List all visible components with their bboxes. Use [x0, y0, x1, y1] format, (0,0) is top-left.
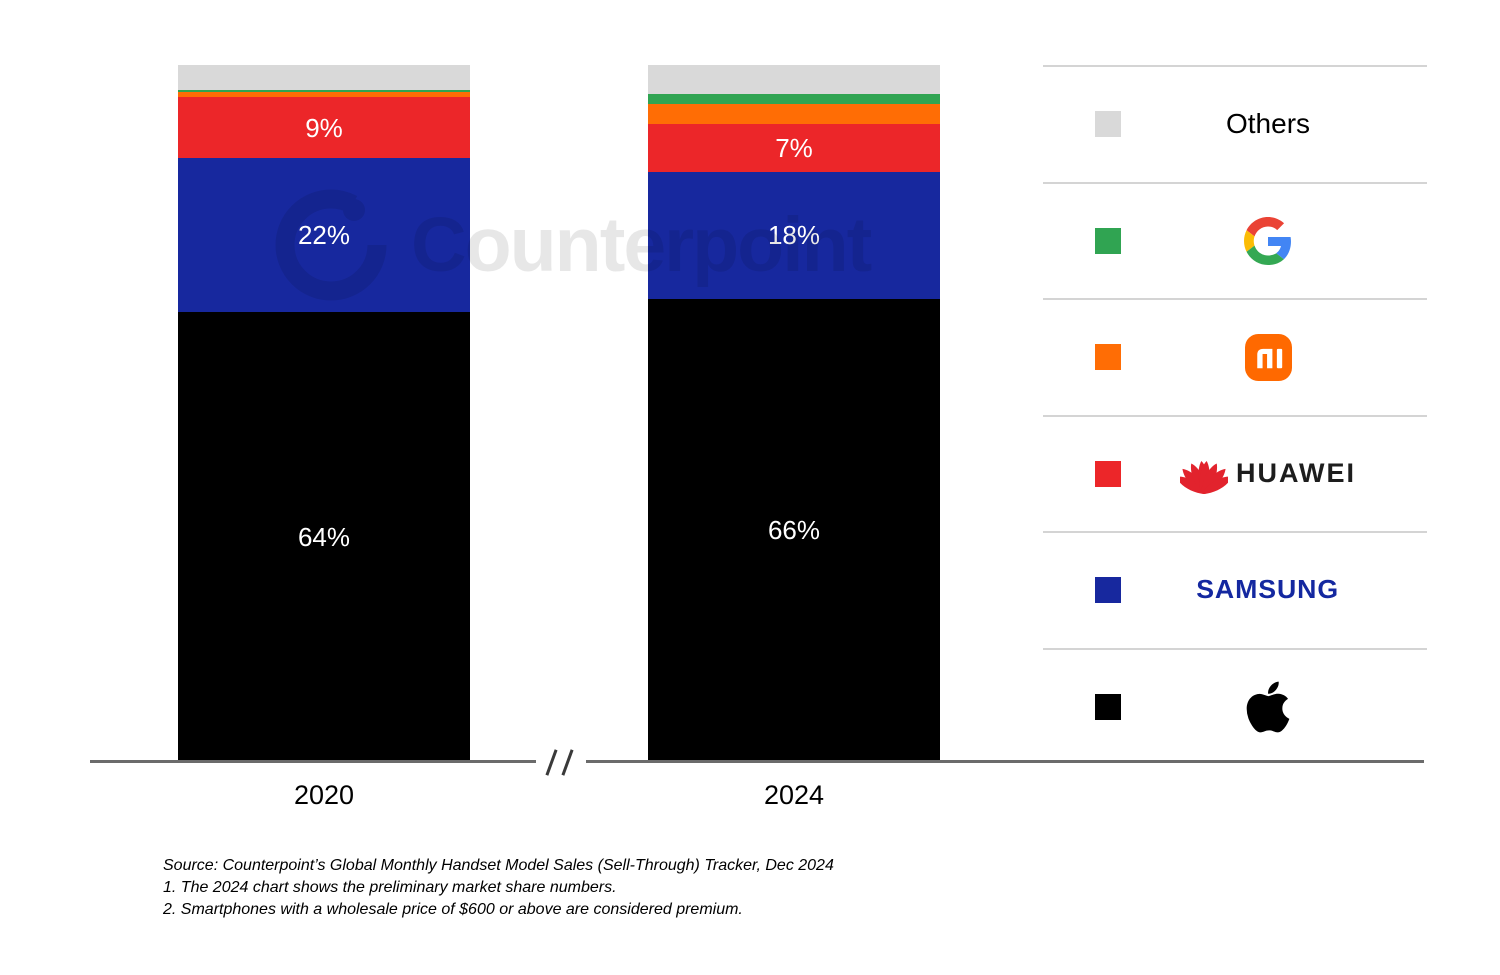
bar-segment-huawei-2020: 9% — [178, 97, 470, 159]
xiaomi-mi-logo-icon — [1244, 333, 1292, 381]
legend-row-others: Others — [1043, 67, 1427, 184]
google-logo-icon — [1244, 216, 1291, 265]
bar-segment-samsung-2024: 18% — [648, 172, 940, 299]
legend-row-xiaomi — [1043, 300, 1427, 417]
segment-value-label: 66% — [767, 515, 821, 546]
huawei-flower-logo-icon — [1180, 460, 1228, 494]
segment-value-label: 64% — [297, 522, 351, 553]
bar-segment-apple-2020: 64% — [178, 312, 470, 762]
legend-row-huawei: HUAWEI — [1043, 417, 1427, 533]
bar-segment-xiaomi-2020 — [178, 92, 470, 98]
x-axis-label-2024: 2024 — [763, 780, 825, 810]
google-color-swatch — [1095, 227, 1121, 254]
x-axis-line-right — [586, 760, 1424, 763]
bar-segment-google-2020 — [178, 90, 470, 93]
x-axis-line-left — [90, 760, 536, 763]
xiaomi-color-swatch — [1095, 344, 1121, 371]
bar-segment-xiaomi-2024 — [648, 104, 940, 124]
segment-value-label: 9% — [305, 112, 343, 143]
axis-break-icon — [545, 749, 558, 776]
apple-color-swatch — [1095, 693, 1121, 720]
bar-segment-others-2024 — [648, 64, 940, 95]
segment-value-label: 22% — [297, 220, 351, 251]
bar-segment-others-2020 — [178, 65, 470, 91]
x-axis-label-2020: 2020 — [293, 780, 355, 810]
footnotes: Source: Counterpoint’s Global Monthly Ha… — [163, 855, 834, 921]
source-line: Source: Counterpoint’s Global Monthly Ha… — [163, 857, 834, 874]
apple-logo-icon — [1246, 681, 1290, 733]
legend-row-apple — [1043, 650, 1427, 765]
samsung-color-swatch — [1095, 577, 1121, 604]
bar-segment-google-2024 — [648, 94, 940, 105]
legend-row-google — [1043, 184, 1427, 300]
huawei-color-swatch — [1095, 460, 1121, 487]
others-color-swatch — [1095, 111, 1121, 138]
bar-segment-samsung-2020: 22% — [178, 158, 470, 313]
segment-value-label: 18% — [767, 220, 821, 251]
footnote-1: 1. The 2024 chart shows the preliminary … — [163, 879, 617, 896]
samsung-wordmark: SAMSUNG — [1196, 575, 1340, 604]
legend: Others — [1043, 65, 1427, 764]
footnote-2: 2. Smartphones with a wholesale price of… — [163, 901, 743, 918]
bar-segment-apple-2024: 66% — [648, 298, 940, 762]
legend-row-samsung: SAMSUNG — [1043, 533, 1427, 650]
huawei-wordmark: HUAWEI — [1236, 458, 1356, 489]
bar-segment-huawei-2024: 7% — [648, 123, 940, 173]
legend-label-others: Others — [1225, 108, 1311, 140]
axis-break-icon — [561, 749, 574, 776]
segment-value-label: 7% — [775, 132, 813, 163]
stacked-bar: 7% 18% 66% — [648, 64, 940, 762]
stacked-bar: 9% 22% 64% — [178, 65, 470, 762]
